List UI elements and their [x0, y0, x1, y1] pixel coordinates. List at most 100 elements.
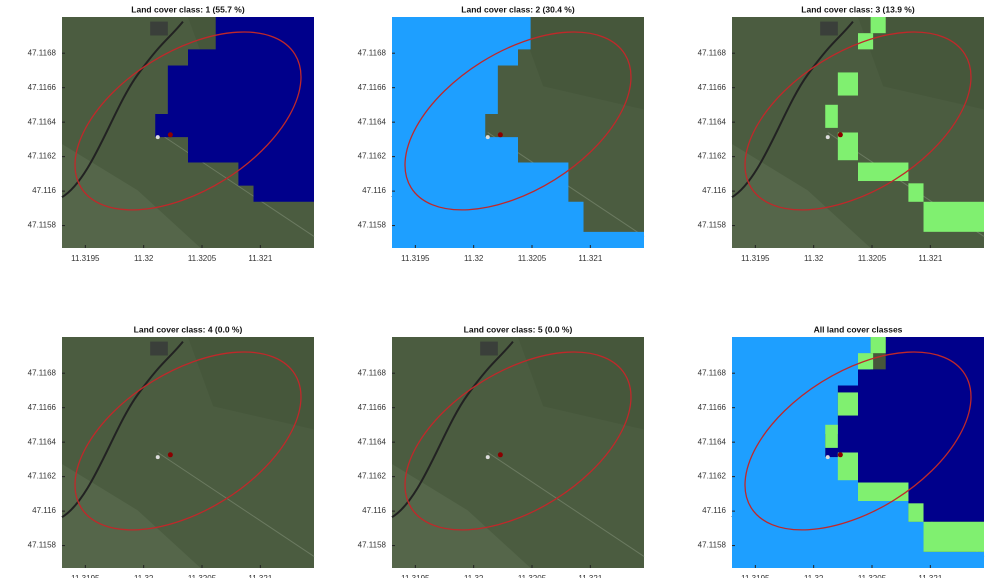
class-3-area — [924, 202, 984, 232]
x-tick-label: 11.32 — [804, 574, 824, 578]
y-tick-label: 47.1162 — [698, 152, 727, 161]
y-tick-label: 47.1168 — [28, 48, 57, 57]
class-3-area — [908, 183, 923, 201]
y-tick-label: 47.1162 — [28, 152, 57, 161]
y-tick-label: 47.116 — [362, 186, 386, 195]
building — [480, 342, 498, 356]
y-tick-label: 47.1158 — [358, 221, 387, 230]
x-tick-label: 11.32 — [464, 254, 484, 263]
x-tick-label: 11.3205 — [188, 574, 217, 578]
x-tick-label: 11.3205 — [858, 574, 887, 578]
panel-title: Land cover class: 4 (0.0 %) — [134, 324, 243, 334]
site-marker — [168, 132, 173, 137]
x-tick-label: 11.3205 — [518, 574, 547, 578]
x-tick-label: 11.3195 — [71, 254, 100, 263]
y-tick-label: 47.1162 — [358, 152, 387, 161]
panel-title: Land cover class: 1 (55.7 %) — [131, 4, 245, 14]
x-tick-label: 11.32 — [464, 574, 484, 578]
x-tick-label: 11.321 — [248, 574, 272, 578]
panel-title: Land cover class: 3 (13.9 %) — [801, 4, 915, 14]
building — [820, 22, 838, 36]
y-tick-label: 47.1168 — [358, 48, 387, 57]
panel-title: All land cover classes — [814, 324, 903, 334]
panel: Land cover class: 1 (55.7 %) 11.3195 11.32… — [28, 0, 332, 263]
y-tick-label: 47.1166 — [698, 83, 727, 92]
x-tick-label: 11.32 — [134, 574, 154, 578]
panel-title: Land cover class: 5 (0.0 %) — [464, 324, 573, 334]
site-object — [156, 135, 160, 139]
class-3-area — [858, 163, 908, 181]
y-tick-label: 47.1166 — [358, 83, 387, 92]
y-tick-label: 47.1168 — [28, 368, 57, 377]
class-3-area — [871, 17, 886, 33]
panel: Land cover class: 5 (0.0 %)11.319511.321… — [358, 315, 662, 578]
y-tick-label: 47.116 — [702, 186, 726, 195]
x-tick-label: 11.3195 — [71, 574, 100, 578]
panel-title: Land cover class: 2 (30.4 %) — [461, 4, 575, 14]
y-tick-label: 47.1168 — [698, 48, 727, 57]
figure: Land cover class: 1 (55.7 %) 11.3195 11.32… — [0, 0, 991, 578]
panel: All land cover classes 11.3195 11.32 11.320… — [698, 315, 991, 578]
y-tick-label: 47.1166 — [28, 403, 57, 412]
x-tick-label: 11.321 — [248, 254, 272, 263]
y-tick-label: 47.116 — [702, 506, 726, 515]
y-tick-label: 47.1168 — [358, 368, 387, 377]
site-object — [486, 135, 490, 139]
y-tick-label: 47.116 — [362, 506, 386, 515]
y-tick-label: 47.1158 — [698, 541, 727, 550]
y-tick-label: 47.1164 — [28, 117, 57, 126]
x-tick-label: 11.32 — [804, 254, 824, 263]
site-marker — [168, 452, 173, 457]
class-3-area — [908, 503, 923, 521]
site-object — [156, 455, 160, 459]
class-3-area — [838, 72, 858, 95]
site-marker — [498, 132, 503, 137]
y-tick-label: 47.116 — [32, 186, 56, 195]
class-3-area — [858, 483, 908, 501]
x-tick-label: 11.321 — [578, 574, 602, 578]
x-tick-label: 11.321 — [918, 254, 942, 263]
class-3-area — [825, 105, 838, 128]
class-3-area — [924, 522, 984, 552]
site-marker — [838, 452, 843, 457]
panel: Land cover class: 2 (30.4 %) 11.3195 11.32… — [358, 0, 662, 263]
y-tick-label: 47.1168 — [698, 368, 727, 377]
panel: Land cover class: 4 (0.0 %)11.319511.321… — [28, 315, 332, 578]
x-tick-label: 11.3195 — [741, 574, 770, 578]
building — [150, 342, 168, 356]
y-tick-label: 47.1164 — [358, 437, 387, 446]
y-tick-label: 47.1162 — [28, 472, 57, 481]
y-tick-label: 47.1166 — [28, 83, 57, 92]
y-tick-label: 47.1164 — [698, 437, 727, 446]
y-tick-label: 47.1166 — [698, 403, 727, 412]
site-object — [826, 135, 830, 139]
x-tick-label: 11.321 — [578, 254, 602, 263]
building — [150, 22, 168, 36]
y-tick-label: 47.1158 — [358, 541, 387, 550]
x-tick-label: 11.3205 — [518, 254, 547, 263]
y-tick-label: 47.1164 — [28, 437, 57, 446]
y-tick-label: 47.116 — [32, 506, 56, 515]
y-tick-label: 47.1158 — [698, 221, 727, 230]
site-object — [486, 455, 490, 459]
x-tick-label: 11.3195 — [401, 574, 430, 578]
x-tick-label: 11.32 — [134, 254, 154, 263]
class-3-area — [871, 337, 886, 353]
site-object — [826, 455, 830, 459]
y-tick-label: 47.1166 — [358, 403, 387, 412]
x-tick-label: 11.3195 — [401, 254, 430, 263]
y-tick-label: 47.1162 — [358, 472, 387, 481]
class-3-area — [838, 392, 858, 415]
site-marker — [838, 132, 843, 137]
x-tick-label: 11.3205 — [858, 254, 887, 263]
y-tick-label: 47.1164 — [698, 117, 727, 126]
y-tick-label: 47.1158 — [28, 221, 57, 230]
y-tick-label: 47.1164 — [358, 117, 387, 126]
y-tick-label: 47.1158 — [28, 541, 57, 550]
y-tick-label: 47.1162 — [698, 472, 727, 481]
panel: Land cover class: 3 (13.9 %) 11.3195 11.32… — [698, 0, 991, 263]
site-marker — [498, 452, 503, 457]
class-3-area — [825, 425, 838, 448]
x-tick-label: 11.3205 — [188, 254, 217, 263]
x-tick-label: 11.3195 — [741, 254, 770, 263]
